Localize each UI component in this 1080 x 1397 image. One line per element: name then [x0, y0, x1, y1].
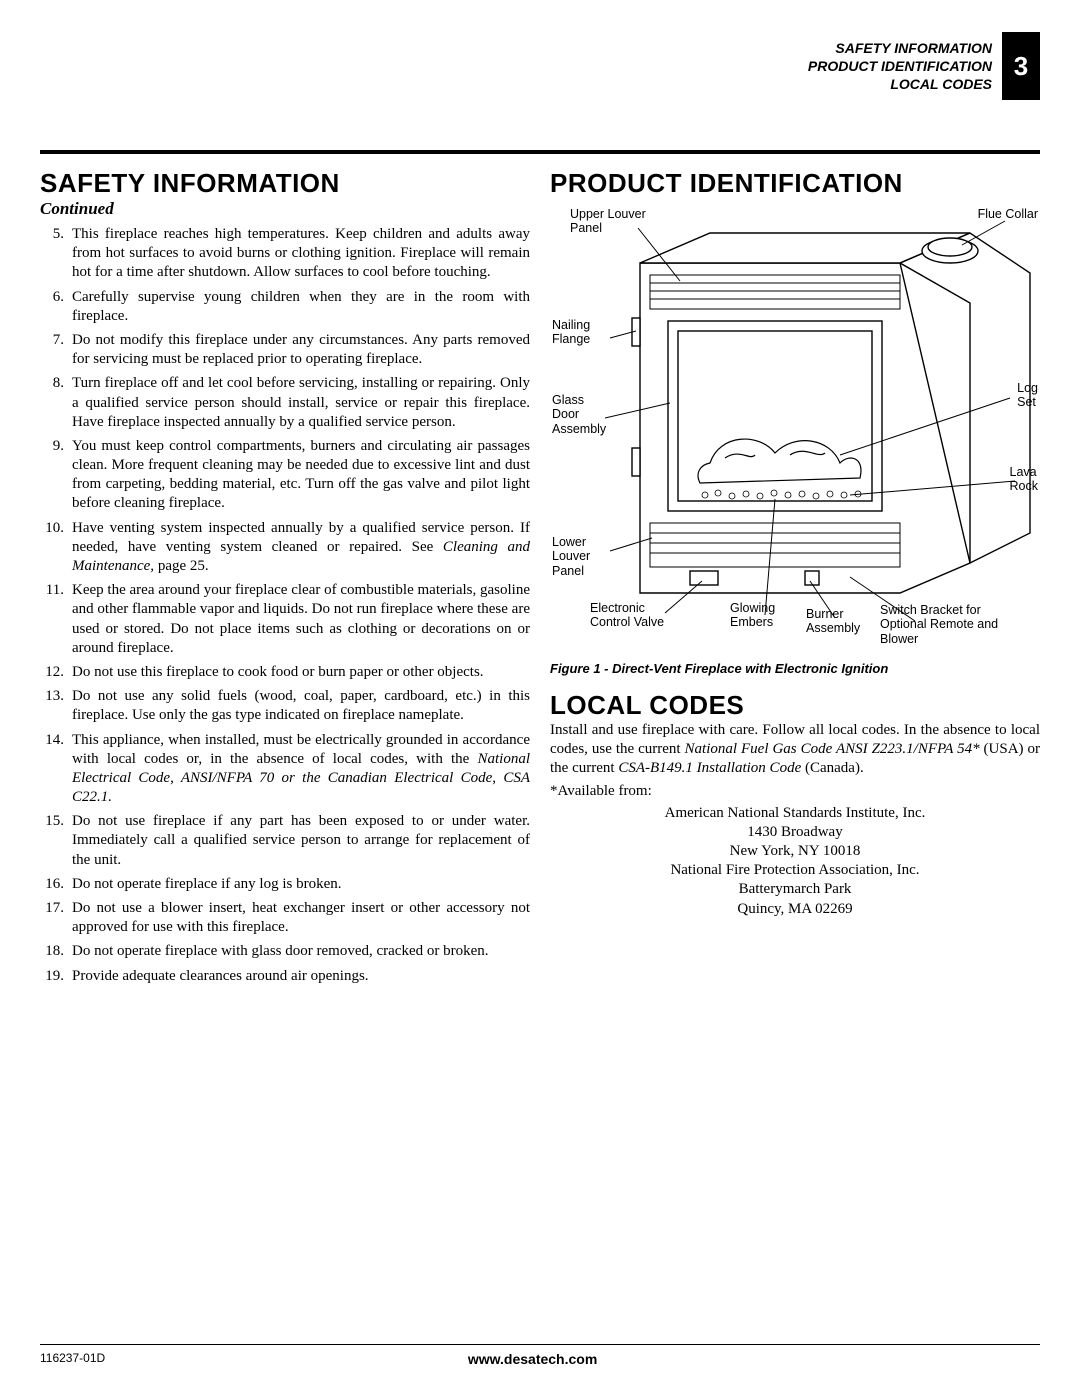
- available-from: *Available from:: [550, 783, 1040, 800]
- safety-item-number: 13.: [40, 687, 64, 725]
- safety-list: 5.This fireplace reaches high temperatur…: [40, 225, 530, 986]
- label-lava-rock: LavaRock: [1010, 465, 1038, 494]
- safety-item-number: 17.: [40, 899, 64, 937]
- safety-item: 8.Turn fireplace off and let cool before…: [40, 374, 530, 432]
- header-line-2: PRODUCT IDENTIFICATION: [808, 57, 992, 75]
- safety-item-text: You must keep control compartments, burn…: [72, 437, 530, 514]
- label-switch-bracket: Switch Bracket forOptional Remote andBlo…: [880, 603, 1030, 646]
- safety-item: 17. Do not use a blower insert, heat exch…: [40, 899, 530, 937]
- horizontal-rule: [40, 150, 1040, 154]
- safety-item-number: 8.: [40, 374, 64, 432]
- safety-item-text: Do not use a blower insert, heat exchang…: [72, 899, 530, 937]
- safety-item-number: 7.: [40, 331, 64, 369]
- header-line-3: LOCAL CODES: [808, 75, 992, 93]
- safety-item-number: 12.: [40, 663, 64, 682]
- local-codes-heading: LOCAL CODES: [550, 690, 1040, 721]
- safety-item: 9.You must keep control compartments, bu…: [40, 437, 530, 514]
- safety-item-text: This fireplace reaches high temperatures…: [72, 225, 530, 283]
- safety-item-number: 11.: [40, 581, 64, 658]
- page-footer: 116237-01D www.desatech.com: [40, 1344, 1040, 1367]
- right-column: PRODUCT IDENTIFICATION: [550, 168, 1040, 991]
- label-glass-door: GlassDoorAssembly: [552, 393, 606, 436]
- figure-caption: Figure 1 - Direct-Vent Fireplace with El…: [550, 661, 1040, 676]
- label-upper-louver: Upper LouverPanel: [570, 207, 646, 236]
- safety-item-text: Carefully supervise young children when …: [72, 288, 530, 326]
- label-nailing-flange: NailingFlange: [552, 318, 590, 347]
- footer-spacer: [960, 1351, 1040, 1367]
- label-flue-collar: Flue Collar: [978, 207, 1038, 221]
- label-log-set: LogSet: [1017, 381, 1038, 410]
- safety-item: 19. Provide adequate clearances around ai…: [40, 967, 530, 986]
- label-glowing-embers: GlowingEmbers: [730, 601, 775, 630]
- safety-item: 14. This appliance, when installed, must …: [40, 731, 530, 808]
- safety-item-text: Do not use this fireplace to cook food o…: [72, 663, 530, 682]
- page-header: SAFETY INFORMATION PRODUCT IDENTIFICATIO…: [808, 32, 1040, 100]
- safety-item-text: Turn fireplace off and let cool before s…: [72, 374, 530, 432]
- safety-item-text: Provide adequate clearances around air o…: [72, 967, 530, 986]
- safety-item-number: 6.: [40, 288, 64, 326]
- safety-item: 16. Do not operate fireplace if any log i…: [40, 875, 530, 894]
- continued-label: Continued: [40, 199, 530, 219]
- header-section-titles: SAFETY INFORMATION PRODUCT IDENTIFICATIO…: [808, 39, 992, 94]
- safety-item: 7.Do not modify this fireplace under any…: [40, 331, 530, 369]
- safety-item-number: 5.: [40, 225, 64, 283]
- safety-item: 15. Do not use fireplace if any part has …: [40, 812, 530, 870]
- footer-url: www.desatech.com: [468, 1351, 597, 1367]
- safety-item: 11. Keep the area around your fireplace c…: [40, 581, 530, 658]
- safety-item-text: This appliance, when installed, must be …: [72, 731, 530, 808]
- safety-item: 13. Do not use any solid fuels (wood, coa…: [40, 687, 530, 725]
- safety-item-number: 9.: [40, 437, 64, 514]
- safety-heading: SAFETY INFORMATION: [40, 168, 530, 199]
- safety-item: 6.Carefully supervise young children whe…: [40, 288, 530, 326]
- safety-item: 5.This fireplace reaches high temperatur…: [40, 225, 530, 283]
- label-electronic-valve: ElectronicControl Valve: [590, 601, 664, 630]
- left-column: SAFETY INFORMATION Continued 5.This fire…: [40, 168, 530, 991]
- label-lower-louver: LowerLouverPanel: [552, 535, 590, 578]
- safety-item: 10. Have venting system inspected annuall…: [40, 519, 530, 577]
- safety-item-number: 16.: [40, 875, 64, 894]
- safety-item-text: Do not modify this fireplace under any c…: [72, 331, 530, 369]
- safety-item-number: 18.: [40, 942, 64, 961]
- safety-item-text: Do not use fireplace if any part has bee…: [72, 812, 530, 870]
- fireplace-diagram: Upper LouverPanel Flue Collar NailingFla…: [550, 203, 1040, 653]
- addresses: American National Standards Institute, I…: [550, 804, 1040, 919]
- local-codes-body: Install and use fireplace with care. Fol…: [550, 721, 1040, 779]
- label-burner: BurnerAssembly: [806, 607, 860, 636]
- safety-item-text: Have venting system inspected annually b…: [72, 519, 530, 577]
- safety-item-text: Keep the area around your fireplace clea…: [72, 581, 530, 658]
- page-number-badge: 3: [1002, 32, 1040, 100]
- safety-item-text: Do not use any solid fuels (wood, coal, …: [72, 687, 530, 725]
- safety-item-number: 19.: [40, 967, 64, 986]
- safety-item-text: Do not operate fireplace with glass door…: [72, 942, 530, 961]
- main-content: SAFETY INFORMATION Continued 5.This fire…: [40, 168, 1040, 991]
- safety-item-text: Do not operate fireplace if any log is b…: [72, 875, 530, 894]
- safety-item-number: 15.: [40, 812, 64, 870]
- header-line-1: SAFETY INFORMATION: [808, 39, 992, 57]
- safety-item: 12. Do not use this fireplace to cook foo…: [40, 663, 530, 682]
- product-heading: PRODUCT IDENTIFICATION: [550, 168, 1040, 199]
- safety-item: 18. Do not operate fireplace with glass d…: [40, 942, 530, 961]
- safety-item-number: 14.: [40, 731, 64, 808]
- safety-item-number: 10.: [40, 519, 64, 577]
- doc-id: 116237-01D: [40, 1351, 105, 1367]
